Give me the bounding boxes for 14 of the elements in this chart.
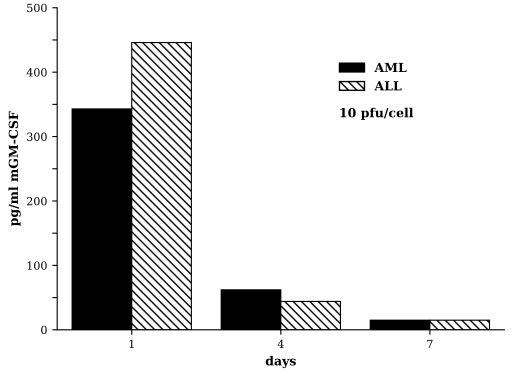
x-tick-label: 1 [130, 340, 134, 348]
x-tick-label: 4 [278, 340, 284, 348]
y-tick-label: 200 [27, 196, 47, 206]
x-tick-label: 7 [427, 340, 433, 348]
y-tick-label: 0 [41, 326, 47, 334]
y-tick-label: 500 [27, 4, 47, 12]
y-tick-label: 400 [26, 68, 47, 77]
annotation: 10 pfu/cell [340, 108, 414, 120]
y-tick-label: 100 [28, 261, 47, 270]
x-axis-title: days [266, 356, 296, 368]
legend-label: ALL [374, 81, 402, 90]
y-tick-label: 300 [27, 132, 47, 141]
legend-label: AML [374, 62, 407, 72]
y-axis-title: pg/ml mGM-CSF [8, 111, 21, 226]
